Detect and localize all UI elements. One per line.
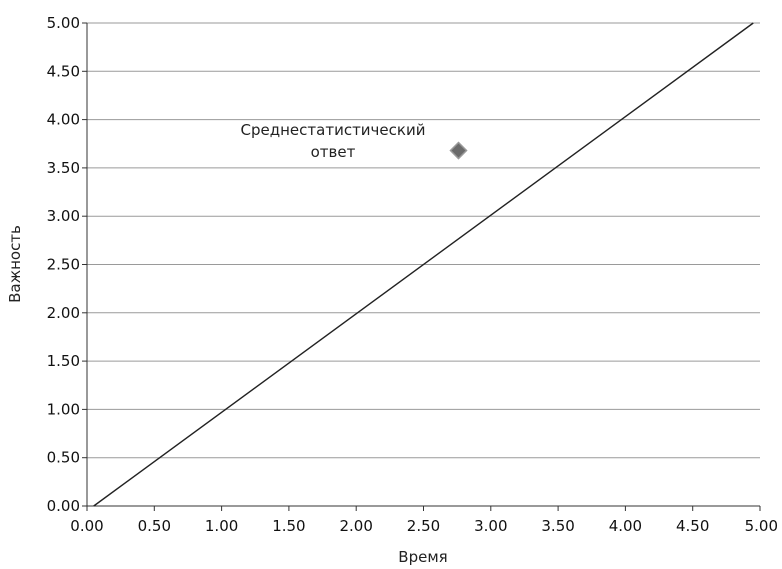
x-tick-label: 0.50 [138,517,171,535]
annotation-line-2: ответ [311,143,356,161]
gridlines [87,22,760,459]
y-tick-label: 3.00 [47,207,80,225]
y-tick-label: 0.00 [47,497,80,515]
x-tick-label: 0.00 [70,517,103,535]
x-tick-label: 2.50 [407,517,440,535]
x-tick-label: 4.50 [676,517,709,535]
data-point-diamond [449,141,468,160]
x-axis-title: Время [398,548,447,566]
x-tick-label: 1.00 [205,517,238,535]
annotation-line-1: Среднестатистический [241,121,426,139]
x-tick-label: 2.00 [339,517,372,535]
y-tick-label: 4.00 [47,111,80,129]
y-tick-labels: 0.00 0.50 1.00 1.50 2.00 2.50 3.00 3.50 4.00 4.50… [47,14,87,515]
x-tick-label: 4.00 [609,517,642,535]
y-tick-label: 3.50 [47,159,80,177]
y-tick-label: 0.50 [47,449,80,467]
x-tick-label: 3.50 [541,517,574,535]
y-tick-label: 1.50 [47,352,80,370]
x-tick-label: 5.00 [745,517,778,535]
x-tick-label: 3.00 [474,517,507,535]
y-tick-label: 4.50 [47,62,80,80]
y-tick-label: 2.00 [47,304,80,322]
y-tick-label: 5.00 [47,14,80,32]
y-tick-label: 1.00 [47,400,80,418]
data-points [449,141,468,160]
x-tick-label: 1.50 [272,517,305,535]
y-tick-label: 2.50 [47,256,80,274]
x-tick-labels: 0.00 0.50 1.00 1.50 2.00 2.50 3.00 3.50 4.00 4.50… [70,506,778,535]
y-axis-title: Важность [6,225,24,303]
reference-line [93,22,754,507]
